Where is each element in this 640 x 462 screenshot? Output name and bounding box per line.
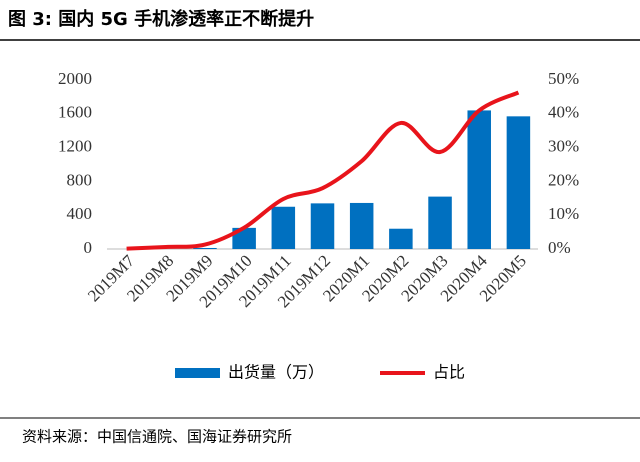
y-tick-label: 1200 bbox=[58, 137, 92, 156]
y2-tick-label: 20% bbox=[548, 170, 579, 189]
bar bbox=[310, 203, 335, 249]
y-tick-label: 2000 bbox=[58, 69, 92, 88]
line bbox=[126, 90, 520, 251]
y2-tick-label: 0% bbox=[548, 238, 571, 257]
y-tick-label: 400 bbox=[67, 204, 93, 223]
bar bbox=[428, 196, 452, 249]
bar bbox=[506, 116, 531, 250]
legend-label: 出货量（万） bbox=[228, 363, 324, 382]
y-tick-label: 800 bbox=[67, 170, 93, 189]
bar bbox=[467, 110, 491, 249]
figure-title: 图 3: 国内 5G 手机渗透率正不断提升 bbox=[8, 8, 314, 30]
bar bbox=[389, 228, 413, 249]
y-tick-label: 1600 bbox=[58, 103, 92, 122]
bar bbox=[349, 202, 374, 249]
y2-tick-label: 30% bbox=[548, 137, 579, 156]
y2-tick-label: 10% bbox=[548, 204, 579, 223]
bar bbox=[193, 247, 217, 249]
bar bbox=[271, 206, 296, 249]
legend-label: 占比 bbox=[433, 363, 465, 382]
y2-tick-label: 40% bbox=[548, 103, 579, 122]
y2-tick-label: 50% bbox=[548, 69, 579, 88]
source-note: 资料来源：中国信通院、国海证券研究所 bbox=[22, 428, 292, 446]
legend-swatch bbox=[175, 368, 220, 378]
y-tick-label: 0 bbox=[84, 238, 93, 257]
